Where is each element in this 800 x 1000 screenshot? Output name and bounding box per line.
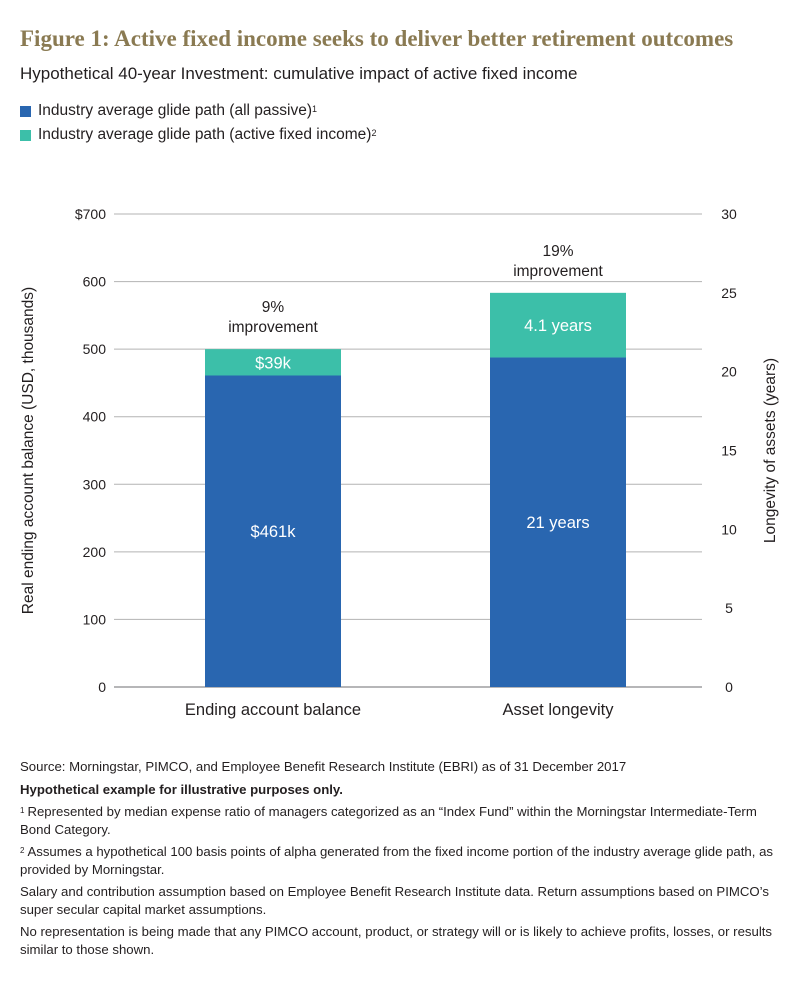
legend: Industry average glide path (all passive… <box>20 99 376 147</box>
legend-item-passive: Industry average glide path (all passive… <box>20 99 376 123</box>
footnote-2-text: Assumes a hypothetical 100 basis points … <box>20 844 773 877</box>
right-axis-tick-label: 0 <box>725 679 733 695</box>
left-axis-tick-label: 400 <box>83 409 107 425</box>
legend-footnote-2: 2 <box>371 128 377 138</box>
right-axis-title: Longevity of assets (years) <box>762 358 779 543</box>
right-axis-tick-label: 5 <box>725 600 733 616</box>
bar-segment-label: $461k <box>251 523 297 541</box>
left-axis-tick-label: 500 <box>83 341 107 357</box>
bar-segment-active <box>490 292 626 358</box>
right-axis-tick-label: 10 <box>721 521 737 537</box>
left-axis-tick-label: 200 <box>83 544 107 560</box>
legend-label-passive: Industry average glide path (all passive… <box>38 102 312 119</box>
right-axis-tick-label: 30 <box>721 206 737 222</box>
category-label: Ending account balance <box>185 701 361 719</box>
footnote-1-text: Represented by median expense ratio of m… <box>20 804 757 837</box>
stacked-bar-chart: 0 100 200 300 400 500 600 $700 0 5 10 15 20 25 30 Real … <box>20 206 779 719</box>
footnote-1-mark: 1 <box>20 806 25 815</box>
bar-segment-passive <box>205 375 341 687</box>
improvement-label: improvement <box>228 319 318 336</box>
legend-item-active: Industry average glide path (active fixe… <box>20 123 376 147</box>
footnotes: Source: Morningstar, PIMCO, and Employee… <box>20 758 788 963</box>
right-axis-tick-label: 15 <box>721 443 737 459</box>
left-axis-title: Real ending account balance (USD, thousa… <box>20 287 37 614</box>
bar-segment-label: 21 years <box>526 514 589 532</box>
legend-footnote-1: 1 <box>311 104 317 114</box>
right-axis-tick-label: 20 <box>721 364 737 380</box>
left-axis-tick-label: 0 <box>98 679 106 695</box>
bar-segment-active <box>205 349 341 376</box>
bar-segment-passive <box>490 357 626 687</box>
footnote-2-mark: 2 <box>20 846 25 855</box>
legend-swatch-passive <box>20 105 31 117</box>
footnote-1: 1 Represented by median expense ratio of … <box>20 803 788 838</box>
left-axis-tick-label: $700 <box>75 206 106 222</box>
category-label: Asset longevity <box>503 701 615 719</box>
salary-note: Salary and contribution assumption based… <box>20 884 769 917</box>
left-axis-tick-label: 600 <box>83 274 107 290</box>
source-note: Source: Morningstar, PIMCO, and Employee… <box>20 759 627 774</box>
chart-subtitle: Hypothetical 40-year Investment: cumulat… <box>20 64 578 83</box>
improvement-label: improvement <box>513 263 603 280</box>
improvement-percent: 19% <box>542 243 573 260</box>
bar-segment-label: $39k <box>255 354 292 372</box>
improvement-percent: 9% <box>262 299 285 316</box>
left-axis-tick-label: 100 <box>83 611 107 627</box>
bar-segment-label: 4.1 years <box>524 317 592 335</box>
legend-label-active: Industry average glide path (active fixe… <box>38 126 372 143</box>
disclaimer-note: Hypothetical example for illustrative pu… <box>20 781 343 797</box>
right-axis-tick-label: 25 <box>721 285 737 301</box>
footnote-2: 2 Assumes a hypothetical 100 basis points… <box>20 843 788 878</box>
left-axis-tick-label: 300 <box>83 476 107 492</box>
chart-title: Figure 1: Active fixed income seeks to d… <box>20 26 734 51</box>
legend-swatch-active <box>20 129 31 141</box>
representation-note: No representation is being made that any… <box>20 924 773 957</box>
